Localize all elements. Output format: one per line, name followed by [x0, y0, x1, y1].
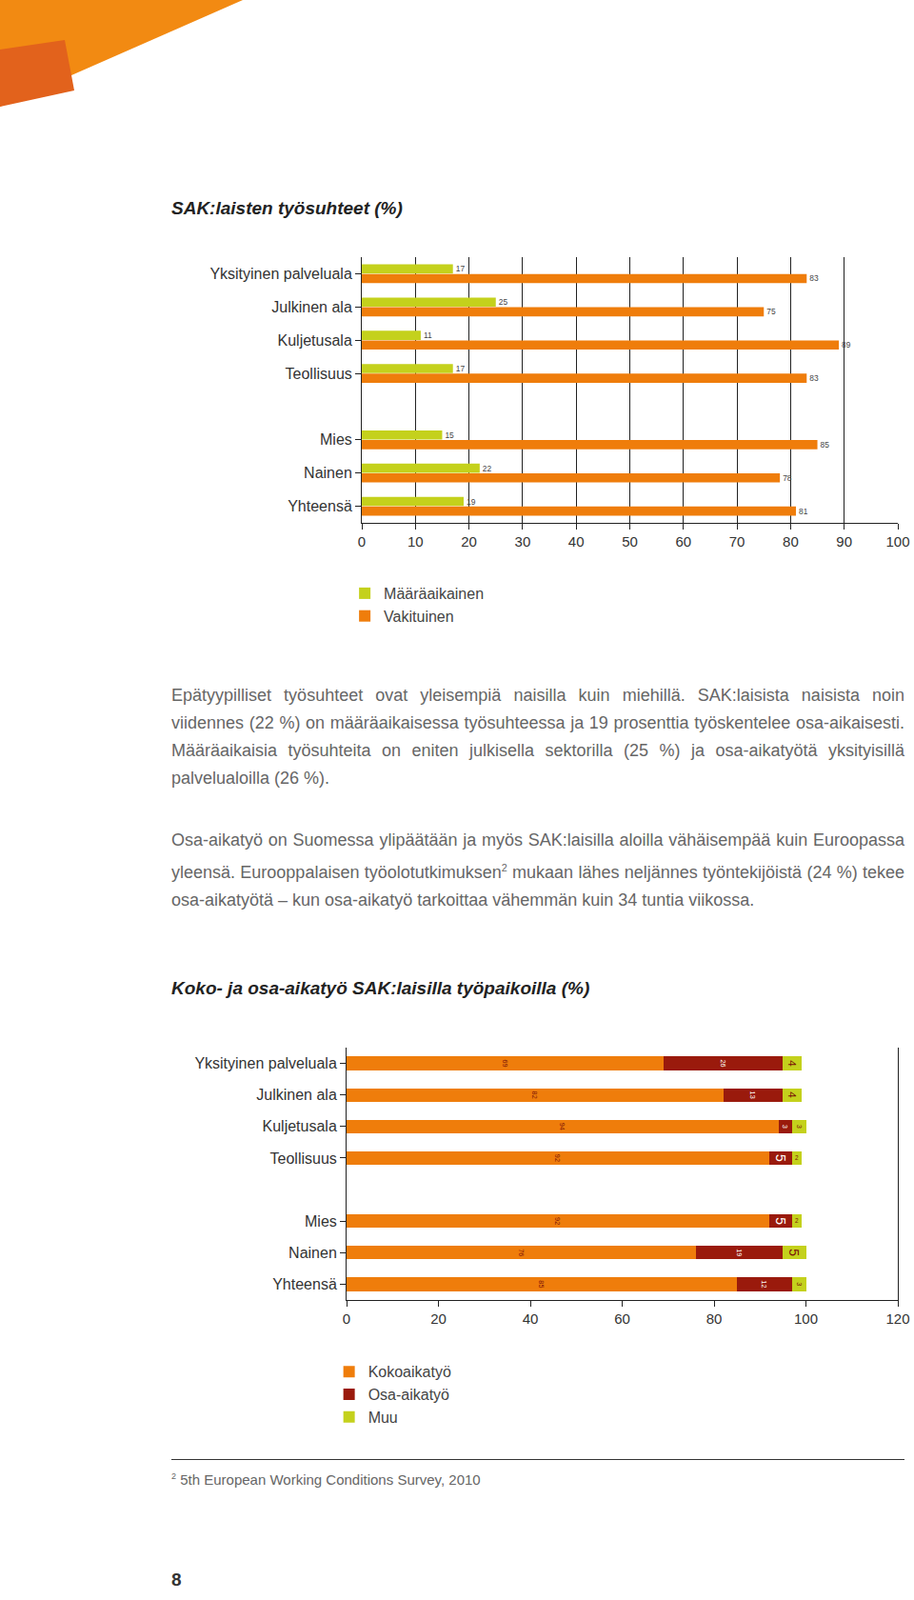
svg-text:10: 10: [407, 533, 424, 550]
svg-text:60: 60: [614, 1310, 631, 1327]
html-text:Koko- ja osa-aikatyö SAK:laisi: Koko- ja osa-aikatyö SAK:laisilla työpai…: [171, 977, 590, 998]
svg-text:Nainen: Nainen: [303, 464, 353, 481]
svg-text:Mies: Mies: [319, 431, 353, 448]
svg-text:13: 13: [748, 1091, 757, 1099]
svg-text:26: 26: [718, 1058, 728, 1067]
svg-text:Teollisuus: Teollisuus: [270, 1150, 338, 1167]
svg-text:81: 81: [798, 506, 809, 517]
svg-text:5: 5: [773, 1153, 789, 1162]
svg-text:Teollisuus: Teollisuus: [285, 365, 353, 382]
svg-text:92: 92: [553, 1153, 562, 1162]
svg-text:Nainen: Nainen: [288, 1244, 338, 1261]
svg-text:Julkinen ala: Julkinen ala: [271, 298, 353, 316]
svg-text:82: 82: [530, 1091, 539, 1099]
svg-text:20: 20: [430, 1310, 447, 1327]
svg-text:80: 80: [782, 533, 799, 550]
svg-text:Osa-aikatyö: Osa-aikatyö: [368, 1386, 450, 1403]
svg-text:17: 17: [456, 363, 466, 374]
svg-text:Vakituinen: Vakituinen: [383, 608, 455, 625]
svg-text:20: 20: [460, 533, 477, 550]
svg-text:50: 50: [621, 533, 638, 550]
svg-text:80: 80: [706, 1310, 723, 1327]
svg-text:Kokoaikatyö: Kokoaikatyö: [368, 1363, 452, 1380]
svg-text:75: 75: [766, 306, 776, 317]
svg-text:Yhteensä: Yhteensä: [287, 497, 353, 515]
svg-text:94: 94: [557, 1122, 567, 1131]
html-text:2: 2: [171, 1470, 177, 1481]
svg-text:85: 85: [820, 439, 831, 450]
svg-text:Kuljetusala: Kuljetusala: [278, 332, 353, 349]
svg-text:60: 60: [675, 533, 692, 550]
svg-text:100: 100: [885, 533, 910, 550]
svg-text:17: 17: [456, 263, 466, 274]
svg-text:Yhteensä: Yhteensä: [272, 1275, 338, 1292]
svg-text:Julkinen ala: Julkinen ala: [256, 1086, 338, 1103]
svg-text:Yksityinen palveluala: Yksityinen palveluala: [194, 1054, 338, 1072]
svg-text:22: 22: [482, 463, 493, 474]
svg-text:Mies: Mies: [304, 1212, 338, 1230]
svg-text:40: 40: [568, 533, 585, 550]
html-text:8: 8: [171, 1569, 182, 1590]
svg-text:5: 5: [786, 1248, 802, 1256]
svg-text:25: 25: [498, 297, 509, 307]
svg-text:11: 11: [423, 330, 433, 340]
svg-text:76: 76: [516, 1248, 526, 1256]
svg-text:90: 90: [835, 533, 853, 550]
svg-text:85: 85: [536, 1279, 546, 1288]
svg-text:70: 70: [729, 533, 746, 550]
svg-text:78: 78: [782, 473, 793, 483]
svg-text:19: 19: [735, 1248, 744, 1256]
svg-text:12: 12: [759, 1279, 769, 1288]
svg-text:19: 19: [466, 496, 477, 507]
svg-text:Kuljetusala: Kuljetusala: [262, 1117, 338, 1134]
svg-text:0: 0: [357, 533, 366, 550]
svg-text:15: 15: [444, 430, 455, 440]
svg-text:Yksityinen palveluala: Yksityinen palveluala: [209, 265, 353, 282]
svg-text:3: 3: [794, 1281, 804, 1286]
svg-text:2: 2: [794, 1153, 799, 1161]
svg-text:69: 69: [500, 1058, 510, 1067]
html-text:Epätyypilliset työsuhteet ovat: Epätyypilliset työsuhteet ovat yleisempi…: [171, 685, 905, 788]
svg-text:Muu: Muu: [368, 1409, 398, 1426]
svg-text:3: 3: [794, 1124, 804, 1129]
svg-text:4: 4: [786, 1059, 799, 1067]
svg-text:83: 83: [809, 373, 819, 383]
html-text:Osa-aikatyö on Suomessa ylipää: Osa-aikatyö on Suomessa ylipäätään ja my…: [171, 830, 905, 910]
svg-text:3: 3: [780, 1124, 790, 1129]
svg-text:40: 40: [522, 1310, 539, 1327]
svg-text:100: 100: [794, 1310, 818, 1327]
svg-text:120: 120: [885, 1310, 910, 1327]
svg-text:83: 83: [809, 273, 819, 283]
svg-text:2: 2: [794, 1216, 799, 1224]
svg-text:92: 92: [553, 1216, 562, 1225]
svg-text:4: 4: [786, 1091, 799, 1098]
html-text:SAK:laisten työsuhteet (%): SAK:laisten työsuhteet (%): [171, 198, 403, 219]
svg-text:0: 0: [342, 1310, 351, 1327]
svg-text:89: 89: [841, 339, 852, 350]
svg-text:5: 5: [773, 1216, 789, 1225]
svg-text:30: 30: [515, 533, 532, 550]
svg-text:Määräaikainen: Määräaikainen: [383, 585, 484, 602]
html-text:5th European Working Condition: 5th European Working Conditions Survey, …: [176, 1470, 481, 1488]
